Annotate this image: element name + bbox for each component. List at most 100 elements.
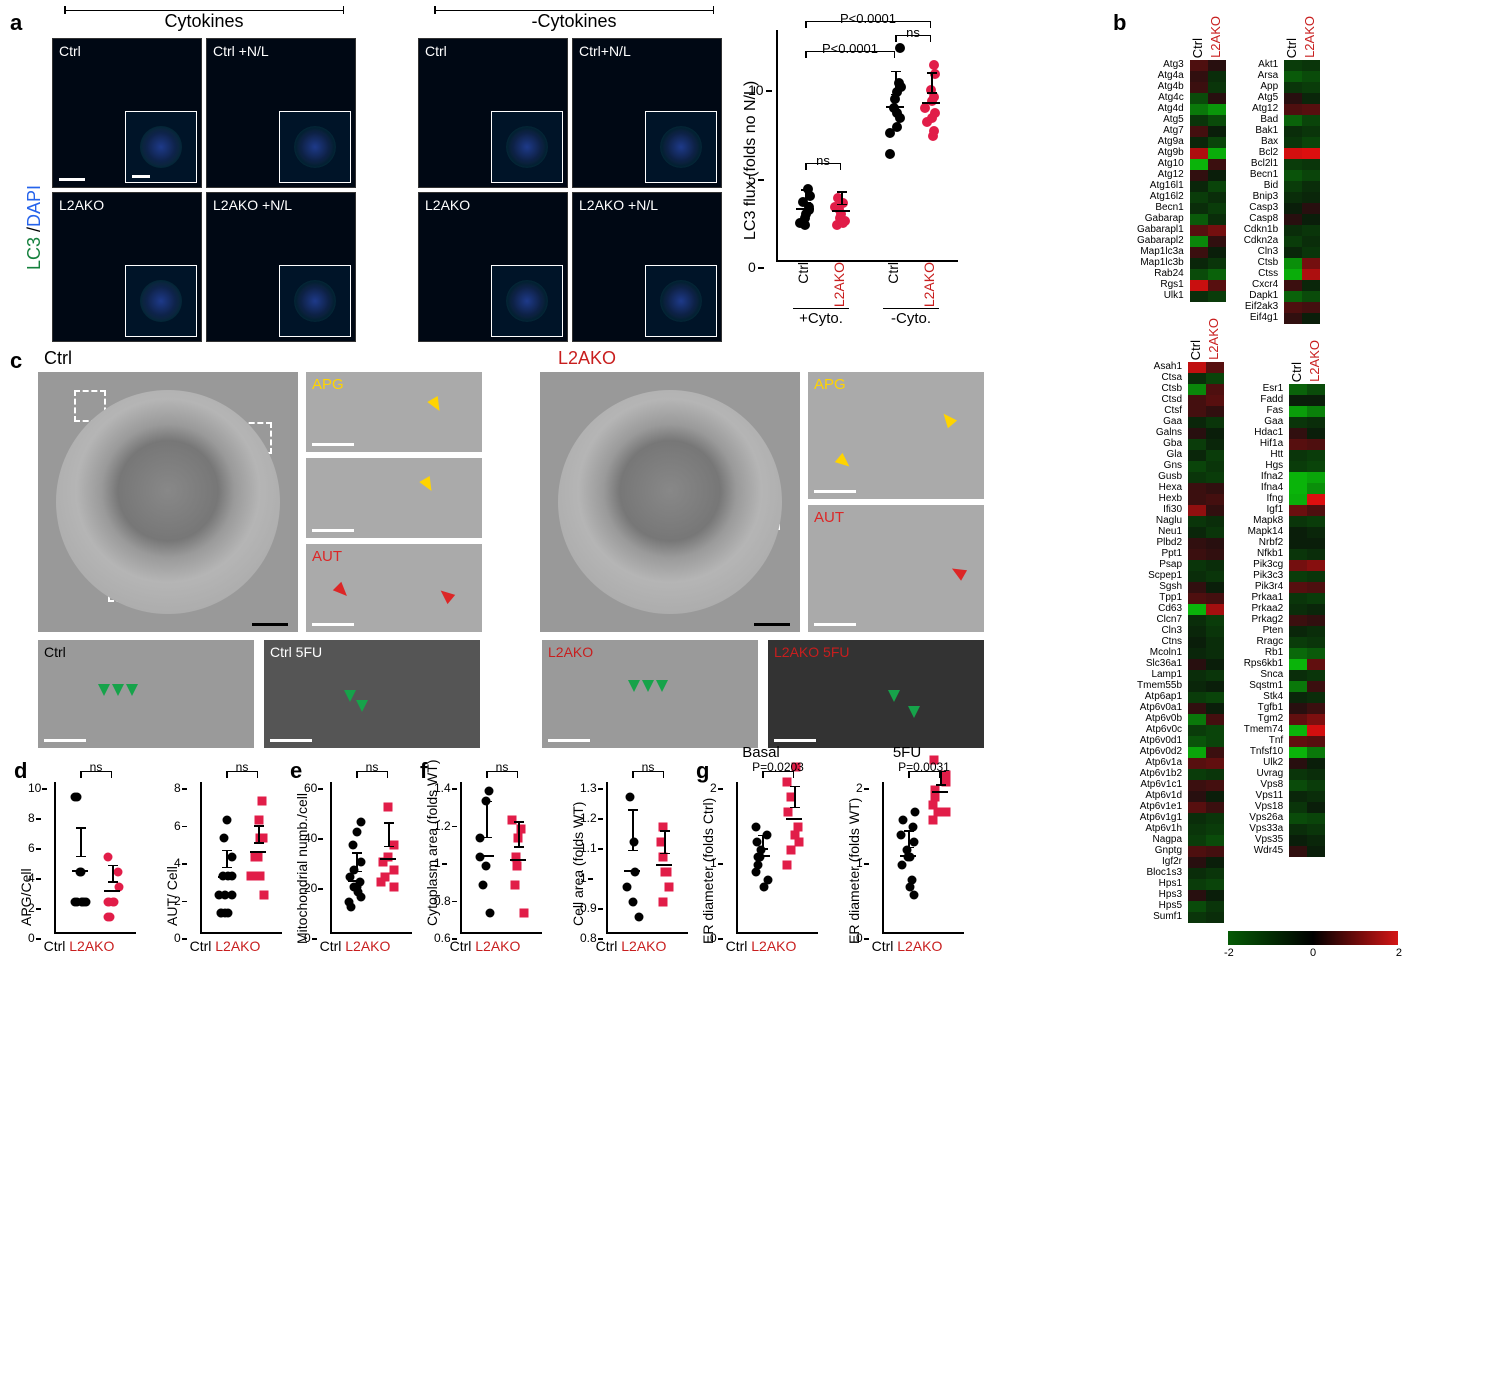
micro-l2-nocyto: L2AKO xyxy=(418,192,568,342)
nocyto-header-text: -Cytokines xyxy=(531,11,616,31)
scalebar-icon xyxy=(754,623,790,626)
micro-label: Ctrl xyxy=(59,43,81,59)
arrow-icon xyxy=(427,396,444,414)
em-bottom-row: Ctrl Ctrl 5FU L2AKO L2AKO 5FU xyxy=(38,640,1105,748)
plot-cyto-area: 0.60.811.21.4nsCytoplasm area (folds WT)… xyxy=(426,764,544,956)
triangle-icon xyxy=(126,684,138,696)
inset-image xyxy=(645,111,717,183)
inset-image xyxy=(491,111,563,183)
triangle-icon xyxy=(98,684,110,696)
panel-c-label: c xyxy=(10,348,22,374)
em-ctrl-main xyxy=(38,372,298,632)
micro-label: Ctrl xyxy=(425,43,447,59)
a-plot-xlabels: CtrlL2AKOCtrlL2AKO+Cyto.-Cyto. xyxy=(776,262,956,320)
arrow-icon xyxy=(437,586,455,604)
inset-image xyxy=(491,265,563,337)
scalebar-icon xyxy=(814,623,856,626)
em-roi-box xyxy=(108,570,140,602)
dapi-label: DAPI xyxy=(24,185,44,227)
panel-b-label: b xyxy=(1113,10,1126,36)
a-block-nocyto: Ctrl Ctrl+N/L L2AKO L2AKO +N/L xyxy=(418,38,722,342)
g-title-basal: Basal xyxy=(702,744,820,761)
em-l2-main xyxy=(540,372,800,632)
colorbar-min: -2 xyxy=(1224,947,1234,959)
plot-aut-cell: 02468nsAUT/ CellCtrl L2AKO xyxy=(166,764,284,956)
micro-label: Ctrl+N/L xyxy=(579,43,631,59)
micro-label: L2AKO xyxy=(59,197,104,213)
scalebar-icon xyxy=(44,739,86,742)
micro-label: L2AKO +N/L xyxy=(579,197,658,213)
figure-root: a LC3 /DAPI Cytokines xyxy=(10,10,1498,974)
plot-er-basal-wrap: Basal 012P=0.0203ER diameter (folds Ctrl… xyxy=(702,764,820,974)
micro-label: L2AKO +N/L xyxy=(213,197,292,213)
em-apg-tile: APG xyxy=(306,372,482,452)
colorbar: -2 0 2 xyxy=(1228,931,1398,945)
inset-image xyxy=(645,265,717,337)
em-l2-er: L2AKO xyxy=(542,640,758,748)
panel-b: b Atg3Atg4aAtg4bAtg4cAtg4dAtg5Atg7Atg9aA… xyxy=(1113,10,1508,974)
em-apg-tile2 xyxy=(306,458,482,538)
triangle-icon xyxy=(642,680,654,692)
panel-a-stain-label: LC3 /DAPI xyxy=(24,185,45,270)
lc3-label: LC3 xyxy=(24,237,44,270)
a-header-cyto: Cytokines xyxy=(52,10,356,32)
triangle-icon xyxy=(112,684,124,696)
micro-l2-cyto: L2AKO xyxy=(52,192,202,342)
micro-l2-nl-nocyto: L2AKO +N/L xyxy=(572,192,722,342)
em-label: L2AKO 5FU xyxy=(774,644,849,660)
plot-mito: 0204060nsMitochondrial numb./cellCtrl L2… xyxy=(296,782,414,974)
em-label: Ctrl xyxy=(44,644,66,660)
a-block-cyto: Ctrl Ctrl +N/L L2AKO L2AKO +N/L xyxy=(52,38,356,342)
panel-a-label: a xyxy=(10,10,22,36)
micro-ctrl-nl-nocyto: Ctrl+N/L xyxy=(572,38,722,188)
em-roi-box xyxy=(240,422,272,454)
triangle-icon xyxy=(356,700,368,712)
a-plot-axes: 0510nsnsP<0.0001P<0.0001 xyxy=(776,30,958,262)
scalebar-icon xyxy=(270,739,312,742)
em-ctrl-er: Ctrl xyxy=(38,640,254,748)
left-column: a LC3 /DAPI Cytokines xyxy=(10,10,1105,974)
em-l2-side: APG AUT xyxy=(808,372,984,632)
cyto-header-text: Cytokines xyxy=(164,11,243,31)
em-roi-box xyxy=(74,390,106,422)
heatmap-container: Atg3Atg4aAtg4bAtg4cAtg4dAtg5Atg7Atg9aAtg… xyxy=(1137,14,1508,923)
aut-label: AUT xyxy=(312,548,342,565)
scalebar-icon xyxy=(774,739,816,742)
panel-a-scatter: LC3 flux (folds no N/L) 0510nsnsP<0.0001… xyxy=(736,10,966,320)
triangle-icon xyxy=(628,680,640,692)
scalebar-icon xyxy=(312,623,354,626)
scalebar-icon xyxy=(132,175,150,178)
inset-image xyxy=(125,111,197,183)
arrow-icon xyxy=(419,476,436,494)
aut-label: AUT xyxy=(814,509,844,526)
arrow-icon xyxy=(939,410,957,428)
em-label: L2AKO xyxy=(548,644,593,660)
panel-e: e 0204060nsMitochondrial numb./cellCtrl … xyxy=(296,764,414,974)
micro-ctrl-nocyto: Ctrl xyxy=(418,38,568,188)
plot-apg-cell: 0246810nsAPG/CellCtrl L2AKO xyxy=(20,764,138,956)
em-label: Ctrl 5FU xyxy=(270,644,322,660)
em-aut-tile-l2: AUT xyxy=(808,505,984,632)
inset-image xyxy=(125,265,197,337)
colorbar-mid: 0 xyxy=(1310,947,1316,959)
scalebar-icon xyxy=(548,739,590,742)
micro-l2-nl-cyto: L2AKO +N/L xyxy=(206,192,356,342)
scalebar-icon xyxy=(252,623,288,626)
inset-image xyxy=(279,111,351,183)
triangle-icon xyxy=(344,690,356,702)
a-plot-ylabel: LC3 flux (folds no N/L) xyxy=(742,81,760,240)
plot-er-5fu-wrap: 5FU 012P=0.0031ER diameter (folds WT)Ctr… xyxy=(848,764,966,974)
arrow-icon xyxy=(949,563,967,580)
bottom-row: d 0246810nsAPG/CellCtrl L2AKO 02468nsAUT… xyxy=(20,764,1105,974)
em-aut-tile: AUT xyxy=(306,544,482,632)
panel-g: g Basal 012P=0.0203ER diameter (folds Ct… xyxy=(702,764,966,974)
plot-cell-area: 0.80.911.11.21.3nsCell area (folds WT)Ct… xyxy=(572,764,690,956)
arrow-icon xyxy=(333,582,351,600)
plot-er-5fu: 012P=0.0031ER diameter (folds WT)Ctrl L2… xyxy=(848,782,966,974)
g-title-5fu: 5FU xyxy=(848,744,966,761)
colorbar-max: 2 xyxy=(1396,947,1402,959)
scalebar-icon xyxy=(814,490,856,493)
c-title-l2: L2AKO xyxy=(558,348,616,369)
apg-label: APG xyxy=(312,376,344,393)
scalebar-icon xyxy=(59,178,85,181)
